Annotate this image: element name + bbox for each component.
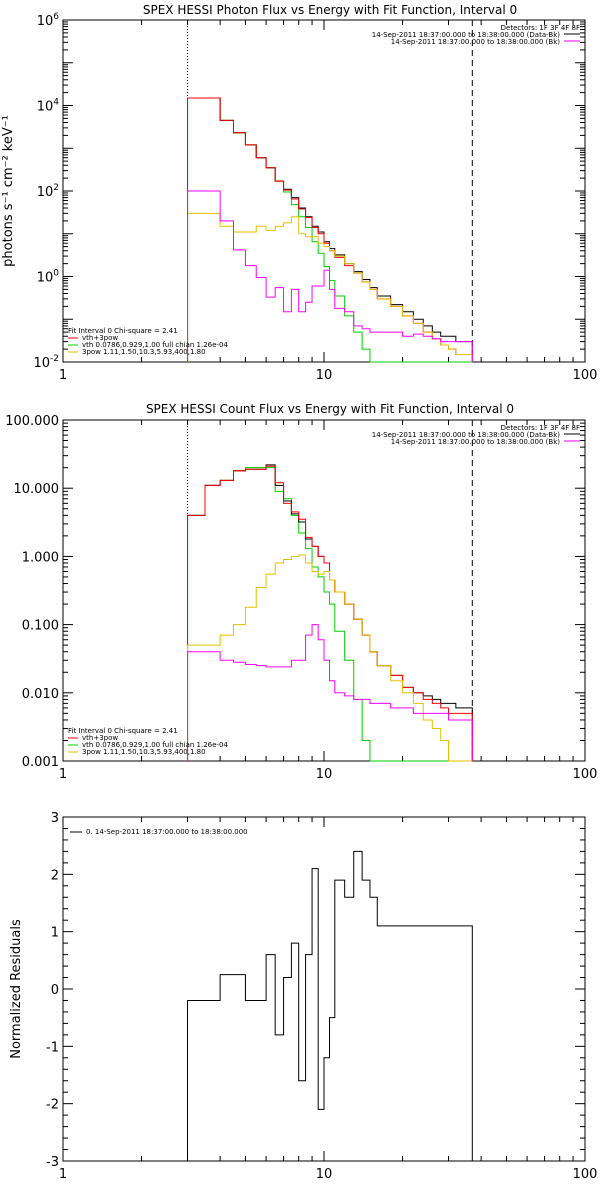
panel1-fit-line-3: vth 0.0786,0.929,1.00 full chian 1.26e-0…: [82, 341, 228, 349]
panel2-ytick-label: 0.010: [22, 687, 59, 702]
panel2-fit-line-1: Fit Interval 0 Chi-square = 2.41: [68, 727, 178, 735]
panel3-xtick-label: 1: [59, 1167, 67, 1182]
panel2-ytick-label: 1.000: [22, 550, 59, 565]
panel3-ytick-label: 2: [51, 868, 59, 883]
panel1-xtick-label: 1: [59, 368, 67, 383]
panel2-ytick-label: 10.000: [14, 482, 60, 497]
panel1-series-0-line: [187, 97, 473, 363]
panel1-xtick-label: 100: [573, 368, 598, 383]
panel2-fit-line-3: vth 0.0786,0.929,1.00 full chian 1.26e-0…: [82, 741, 228, 749]
panel3-ytick-label: -2: [46, 1098, 59, 1113]
panel2-info-line-3: 14-Sep-2011 18:37:00.000 to 18:38:00.000…: [391, 438, 561, 446]
panel1-ytick-label: 102: [37, 183, 59, 200]
panel1-axis: 1 10 100 10-2 100 102 104 106: [33, 12, 597, 383]
panel1-xtick-label: 10: [316, 368, 333, 383]
panel-count-flux: SPEX HESSI Count Flux vs Energy with Fit…: [5, 402, 597, 782]
panel1-frame: [62, 19, 586, 363]
panel2-series-4-line: [187, 624, 473, 761]
panel1-series: [187, 97, 473, 363]
panel2-title: SPEX HESSI Count Flux vs Energy with Fit…: [146, 402, 514, 416]
panel3-ytick-label: 1: [51, 926, 59, 941]
panel1-info-line-2: 14-Sep-2011 18:37:00.000 to 18:38:00.000…: [372, 31, 561, 39]
panel1-info: Detectors: 1F 3F 4F 8F 14-Sep-2011 18:37…: [372, 24, 580, 46]
panel2-fit-line-4: 3pow 1.11,1.50,10.3,5.93,400,1.80: [82, 748, 206, 756]
panel3-ytick-label: 3: [51, 811, 59, 826]
panel1-ytick-label: 106: [37, 12, 60, 29]
panel2-series-1-line: [187, 464, 473, 761]
panel2-ytick-label: 100.000: [5, 414, 59, 429]
panel2-ytick-label: 0.001: [22, 755, 59, 770]
panel1-ytick-label: 100: [37, 269, 60, 286]
panel3-y-axis-label: Normalized Residuals: [9, 919, 24, 1059]
panel1-ytick-label: 104: [37, 98, 60, 115]
panel1-series-2-line: [187, 97, 473, 362]
panel1-y-axis-label: photons s⁻¹ cm⁻² keV⁻¹: [1, 115, 16, 267]
panel2-fit-note: Fit Interval 0 Chi-square = 2.41 vth+3po…: [68, 727, 228, 756]
panel1-series-3-line: [187, 212, 473, 362]
panel1-info-line-3: 14-Sep-2011 18:37:00.000 to 18:38:00.000…: [391, 38, 561, 46]
panel2-series-0-line: [187, 467, 473, 762]
panel2-ytick-label: 0.100: [22, 619, 59, 634]
panel2-xtick-label: 1: [59, 767, 67, 782]
panel3-ytick-label: -1: [46, 1040, 59, 1055]
panel3-ytick-label: 0: [51, 983, 59, 998]
panel1-ytick-label: 10-2: [33, 354, 59, 371]
panel1-series-1-line: [187, 97, 473, 362]
panel2-series-3-line: [187, 554, 473, 762]
panel2-xtick-label: 10: [316, 767, 333, 782]
panel1-info-line-1: Detectors: 1F 3F 4F 8F: [501, 24, 580, 32]
panel1-series-4-line: [187, 190, 473, 362]
panel-residuals: Normalized Residuals 1 10 100 -3 -2 -1 0 1 2 3 0.…: [9, 811, 597, 1182]
panel-photon-flux: SPEX HESSI Photon Flux vs Energy with Fi…: [1, 3, 597, 383]
panel2-info-line-1: Detectors: 1F 3F 4F 8F: [501, 424, 580, 432]
panel3-legend-label: 0. 14-Sep-2011 18:37:00.000 to 18:38:00.…: [86, 828, 248, 836]
panel3-series: [187, 850, 473, 1161]
panel2-info: Detectors: 1F 3F 4F 8F 14-Sep-2011 18:37…: [372, 424, 580, 446]
panel2-xtick-label: 100: [573, 767, 598, 782]
panel1-fit-note: Fit Interval 0 Chi-square = 2.41 vth+3po…: [68, 327, 228, 356]
panel3-axis: 1 10 100 -3 -2 -1 0 1 2 3: [46, 811, 597, 1182]
panel3-series-0-line: [187, 850, 473, 1161]
panel3-legend: 0. 14-Sep-2011 18:37:00.000 to 18:38:00.…: [70, 828, 248, 836]
panel3-xtick-label: 100: [573, 1167, 598, 1182]
panel2-series: [187, 464, 473, 762]
panel2-fit-line-2: vth+3pow: [82, 734, 118, 742]
panel1-fit-line-4: 3pow 1.11,1.50,10.3,5.93,400,1.80: [82, 348, 206, 356]
panel1-fit-line-2: vth+3pow: [82, 334, 118, 342]
panel3-xtick-label: 10: [316, 1167, 333, 1182]
panel1-fit-line-1: Fit Interval 0 Chi-square = 2.41: [68, 327, 178, 335]
panel3-ytick-label: -3: [46, 1155, 59, 1170]
panel2-axis: 1 10 100 0.001 0.010 0.100 1.000 10.000 100.000: [5, 414, 597, 782]
panel2-series-2-line: [187, 465, 473, 761]
panel2-info-line-2: 14-Sep-2011 18:37:00.000 to 18:38:00.000…: [372, 431, 561, 439]
panel1-title: SPEX HESSI Photon Flux vs Energy with Fi…: [143, 3, 517, 17]
